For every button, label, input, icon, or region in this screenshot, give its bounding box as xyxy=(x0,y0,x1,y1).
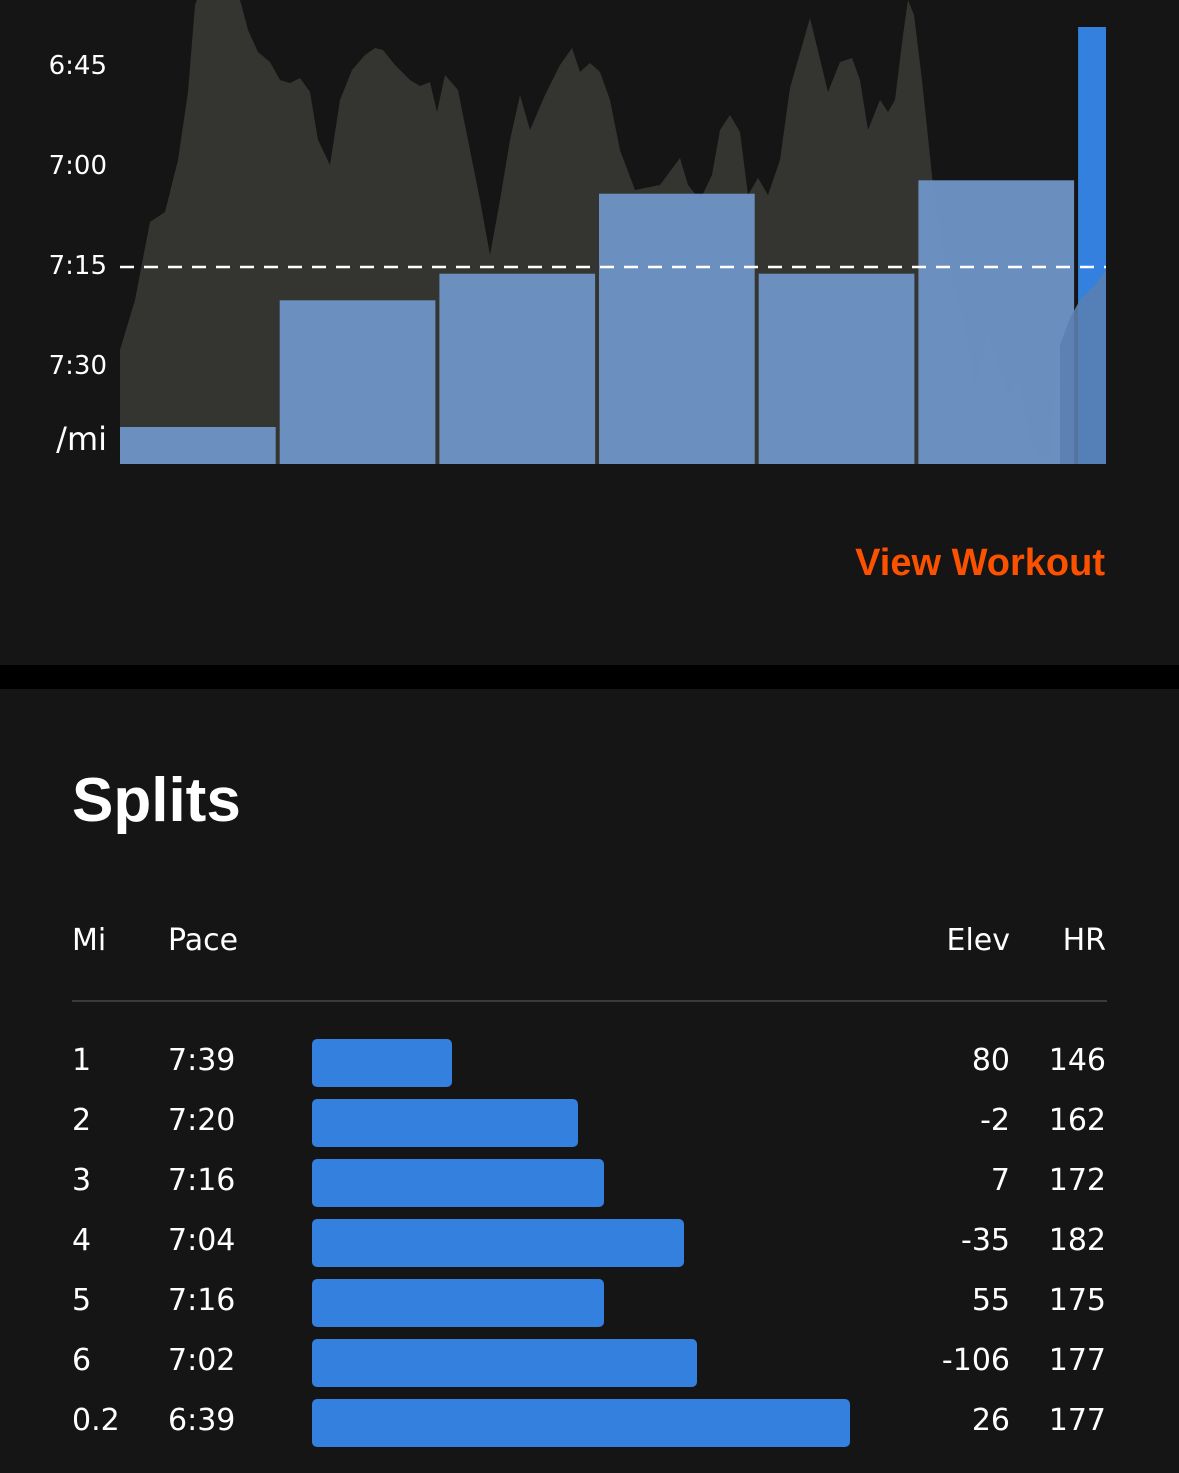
split-row[interactable]: 6 7:02 -106 177 xyxy=(0,1339,1179,1399)
pace-chart-panel: 6:45 7:00 7:15 7:30/mi View Workout xyxy=(0,0,1179,665)
split-row[interactable]: 1 7:39 80 146 xyxy=(0,1039,1179,1099)
split-row[interactable]: 2 7:20 -2 162 xyxy=(0,1099,1179,1159)
split-heart-rate: 177 xyxy=(1048,1343,1106,1378)
split-heart-rate: 177 xyxy=(1048,1403,1106,1438)
split-mile: 6 xyxy=(72,1343,92,1378)
split-mile: 1 xyxy=(72,1043,92,1078)
y-tick-label: 7:15 xyxy=(48,251,107,281)
split-mile: 3 xyxy=(72,1163,92,1198)
split-pace: 7:16 xyxy=(168,1163,236,1198)
pace-bar-4 xyxy=(599,193,755,464)
split-elevation: 26 xyxy=(971,1403,1010,1438)
split-elevation: 55 xyxy=(971,1283,1010,1318)
view-workout-link[interactable]: View Workout xyxy=(855,542,1105,584)
split-pace-bar xyxy=(312,1159,604,1207)
split-pace: 7:39 xyxy=(168,1043,236,1078)
split-heart-rate: 175 xyxy=(1048,1283,1106,1318)
split-pace-bar xyxy=(312,1399,850,1447)
split-elevation: -2 xyxy=(980,1103,1010,1138)
split-heart-rate: 146 xyxy=(1048,1043,1106,1078)
y-axis-unit-label: /mi xyxy=(56,420,107,458)
split-elevation: 80 xyxy=(971,1043,1010,1078)
split-heart-rate: 162 xyxy=(1048,1103,1106,1138)
split-pace: 7:04 xyxy=(168,1223,236,1258)
split-heart-rate: 182 xyxy=(1048,1223,1106,1258)
pace-bar-1 xyxy=(120,427,276,464)
section-divider xyxy=(0,665,1179,689)
pace-trace-tail xyxy=(1060,270,1106,464)
pace-bar-5 xyxy=(758,273,915,464)
pace-chart[interactable] xyxy=(0,0,1179,500)
y-tick-label: 7:00 xyxy=(48,151,107,181)
split-elevation: 7 xyxy=(990,1163,1010,1198)
pace-bar-3 xyxy=(439,273,596,464)
split-elevation: -106 xyxy=(941,1343,1010,1378)
split-mile: 2 xyxy=(72,1103,92,1138)
header-hr: HR xyxy=(1062,923,1106,958)
split-row[interactable]: 4 7:04 -35 182 xyxy=(0,1219,1179,1279)
split-pace-bar xyxy=(312,1219,684,1267)
split-heart-rate: 172 xyxy=(1048,1163,1106,1198)
split-mile: 5 xyxy=(72,1283,92,1318)
header-elev: Elev xyxy=(946,923,1010,958)
split-row[interactable]: 5 7:16 55 175 xyxy=(0,1279,1179,1339)
header-divider xyxy=(72,1000,1107,1002)
pace-bar-6 xyxy=(918,180,1075,465)
header-pace: Pace xyxy=(168,923,239,958)
split-row[interactable]: 0.2 6:39 26 177 xyxy=(0,1399,1179,1459)
split-mile: 4 xyxy=(72,1223,92,1258)
splits-title: Splits xyxy=(72,766,241,835)
split-pace: 7:02 xyxy=(168,1343,236,1378)
split-pace-bar xyxy=(312,1339,697,1387)
split-mile: 0.2 xyxy=(72,1403,120,1438)
y-tick-label: 7:30 xyxy=(48,351,107,381)
split-pace: 7:16 xyxy=(168,1283,236,1318)
split-pace: 6:39 xyxy=(168,1403,236,1438)
y-tick-label: 6:45 xyxy=(48,51,107,81)
split-pace-bar xyxy=(312,1279,604,1327)
split-row[interactable]: 3 7:16 7 172 xyxy=(0,1159,1179,1219)
split-pace: 7:20 xyxy=(168,1103,236,1138)
split-pace-bar xyxy=(312,1039,452,1087)
header-mi: Mi xyxy=(72,923,107,958)
split-elevation: -35 xyxy=(961,1223,1010,1258)
split-pace-bar xyxy=(312,1099,578,1147)
pace-bar-2 xyxy=(279,300,436,464)
